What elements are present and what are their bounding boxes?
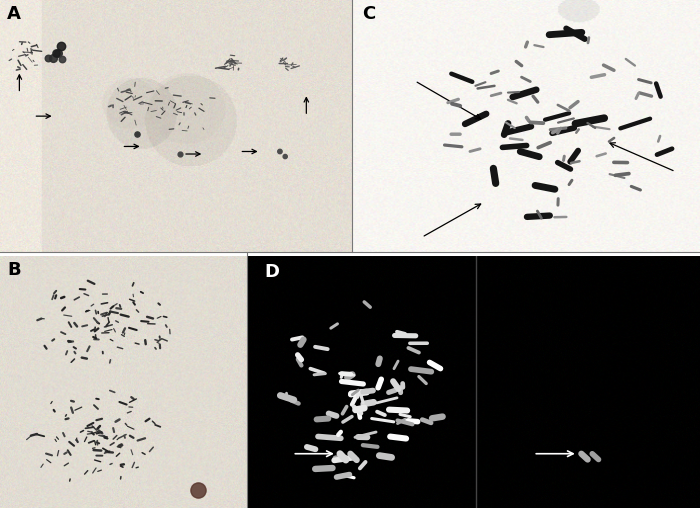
Ellipse shape [102,78,158,129]
Point [192,486,203,494]
Point [56,43,67,51]
Point [174,150,186,158]
Point [56,55,67,64]
Text: A: A [7,5,21,23]
Point [50,49,62,57]
Ellipse shape [148,73,225,144]
Point [279,152,290,161]
Point [274,147,286,155]
Text: B: B [8,261,21,278]
Text: D: D [265,263,279,281]
Point [42,54,53,62]
Point [52,49,64,57]
Point [132,130,143,138]
Text: C: C [363,5,376,23]
Point [48,54,59,62]
